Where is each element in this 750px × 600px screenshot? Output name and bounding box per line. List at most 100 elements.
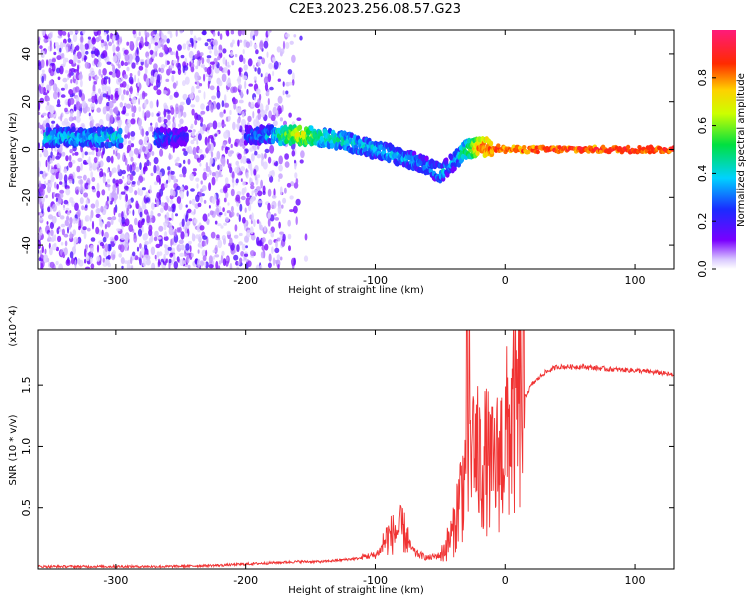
spectrogram-noise-cell	[94, 76, 99, 80]
spectrogram-noise-cell	[142, 146, 146, 152]
spectrogram-noise-cell	[279, 186, 283, 195]
spectrogram-noise-cell	[69, 149, 73, 154]
spectrogram-noise-cell	[115, 150, 118, 157]
spectrogram-noise-cell	[139, 243, 142, 249]
spectrogram-noise-cell	[128, 210, 132, 214]
spectrogram-noise-cell	[149, 184, 152, 194]
spectrogram-noise-cell	[177, 44, 182, 51]
spectrogram-noise-cell	[250, 167, 253, 176]
spectrogram-noise-cell	[40, 183, 44, 193]
spectrogram-noise-cell	[299, 35, 303, 41]
spectrogram-noise-cell	[39, 170, 44, 175]
spectrogram-noise-cell	[219, 111, 224, 118]
spectrogram-noise-cell	[50, 229, 54, 236]
spectrogram-noise-cell	[176, 185, 181, 191]
spectrogram-noise-cell	[110, 94, 114, 100]
spectrogram-noise-cell	[111, 63, 114, 67]
spectrogram-noise-cell	[236, 138, 240, 144]
spectrogram-noise-cell	[122, 81, 127, 88]
spectrogram-noise-cell	[216, 102, 221, 110]
spectrogram-noise-cell	[108, 94, 111, 102]
spectrogram-noise-cell	[146, 153, 151, 158]
spectrogram-noise-cell	[130, 118, 136, 125]
spectrogram-noise-cell	[202, 30, 207, 36]
spectrogram-noise-cell	[157, 258, 161, 268]
spectrogram-noise-cell	[244, 207, 247, 213]
spectrogram-noise-cell	[138, 139, 143, 146]
spectrogram-noise-cell	[148, 126, 151, 133]
colorbar-tick-label: 0.4	[696, 165, 709, 183]
spectrogram-noise-cell	[94, 48, 99, 56]
spectrogram-noise-cell	[141, 187, 146, 191]
spectrogram-noise-cell	[176, 156, 180, 162]
spectrogram-noise-cell	[148, 237, 152, 245]
spectrogram-noise-cell	[179, 118, 184, 125]
spectrogram-noise-cell	[186, 210, 189, 219]
spectrogram-noise-cell	[102, 175, 106, 184]
spectrogram-noise-cell	[141, 228, 144, 233]
spectrogram-x-tick-label: -100	[363, 274, 388, 287]
spectrogram-noise-cell	[284, 187, 287, 194]
spectrogram-noise-cell	[160, 67, 165, 74]
spectrogram-noise-cell	[204, 42, 209, 47]
spectrogram-noise-cell	[65, 155, 69, 162]
spectrogram-noise-cell	[91, 185, 96, 190]
spectrogram-noise-cell	[201, 249, 207, 257]
spectrogram-track-cell	[71, 126, 76, 133]
spectrogram-noise-cell	[60, 94, 66, 98]
spectrogram-noise-cell	[273, 60, 279, 70]
spectrogram-noise-cell	[164, 231, 168, 238]
spectrogram-x-tick-label: -300	[103, 274, 128, 287]
spectrogram-noise-cell	[222, 48, 227, 54]
spectrogram-noise-cell	[235, 106, 239, 111]
spectrogram-noise-cell	[112, 64, 116, 73]
spectrogram-noise-cell	[170, 106, 175, 115]
spectrogram-noise-cell	[207, 143, 211, 152]
spectrogram-noise-cell	[267, 98, 270, 106]
spectrogram-noise-cell	[198, 83, 203, 87]
spectrogram-noise-cell	[88, 112, 91, 117]
spectrogram-noise-cell	[304, 233, 308, 241]
spectrogram-noise-cell	[98, 35, 102, 41]
spectrogram-noise-cell	[303, 255, 309, 262]
spectrogram-noise-cell	[187, 264, 191, 269]
spectrogram-noise-cell	[133, 148, 139, 155]
spectrogram-noise-cell	[41, 69, 45, 74]
spectrogram-noise-cell	[190, 188, 195, 192]
snr-x-axis-label: Height of straight line (km)	[288, 585, 424, 596]
spectrogram-noise-cell	[80, 186, 84, 194]
spectrogram-noise-cell	[270, 114, 276, 122]
spectrogram-noise-cell	[179, 190, 185, 200]
spectrogram-noise-cell	[124, 185, 129, 190]
spectrogram-noise-cell	[221, 100, 225, 108]
spectrogram-noise-cell	[225, 256, 229, 262]
spectrogram-noise-cell	[128, 186, 134, 194]
spectrogram-noise-cell	[115, 69, 121, 78]
spectrogram-noise-cell	[79, 35, 84, 44]
spectrogram-noise-cell	[282, 81, 285, 87]
spectrogram-noise-cell	[56, 183, 59, 190]
spectrogram-noise-cell	[170, 51, 174, 56]
spectrogram-noise-cell	[148, 224, 153, 232]
spectrogram-noise-cell	[170, 188, 174, 197]
spectrogram-noise-cell	[112, 254, 116, 259]
spectrogram-noise-cell	[98, 88, 101, 94]
spectrogram-noise-cell	[85, 199, 89, 205]
spectrogram-noise-cell	[177, 111, 181, 119]
spectrogram-noise-cell	[239, 39, 243, 43]
spectrogram-noise-cell	[49, 261, 55, 269]
spectrogram-noise-cell	[219, 33, 223, 40]
spectrogram-noise-cell	[68, 89, 73, 95]
spectrogram-noise-cell	[188, 240, 192, 245]
spectrogram-noise-cell	[197, 249, 200, 254]
spectrogram-noise-cell	[128, 53, 133, 62]
spectrogram-noise-cell	[49, 113, 54, 118]
spectrogram-noise-cell	[247, 115, 252, 123]
spectrogram-noise-cell	[125, 240, 129, 248]
spectrogram-noise-cell	[292, 72, 295, 81]
spectrogram-noise-cell	[173, 51, 176, 56]
spectrogram-noise-cell	[78, 73, 83, 81]
spectrogram-noise-cell	[74, 86, 80, 93]
spectrogram-noise-cell	[157, 116, 162, 123]
